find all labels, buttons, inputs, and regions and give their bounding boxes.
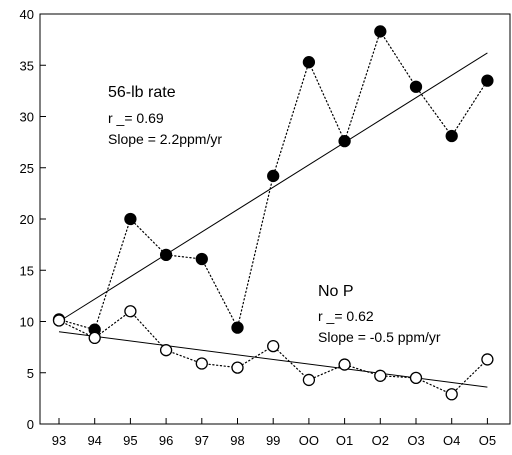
point-nop xyxy=(52,314,66,327)
point-56lb xyxy=(338,134,351,148)
x-tick-label: OO xyxy=(299,433,319,448)
point-nop xyxy=(374,369,387,382)
y-tick-label: 0 xyxy=(27,417,34,432)
x-tick-label: 95 xyxy=(123,433,137,448)
y-tick-label: 20 xyxy=(20,212,34,227)
plot-frame xyxy=(39,13,511,425)
x-tick-label: O5 xyxy=(479,433,496,448)
y-tick-label: 5 xyxy=(27,366,34,381)
annotation-56lb: 56-lb rate r _= 0.69 Slope = 2.2ppm/yr xyxy=(108,84,222,147)
x-tick-label: O2 xyxy=(372,433,389,448)
annotation-56lb-r: r _= 0.69 xyxy=(108,110,164,126)
point-nop xyxy=(445,388,458,401)
point-nop xyxy=(409,371,423,385)
annotation-nop-slope: Slope = -0.5 ppm/yr xyxy=(318,329,441,345)
x-tick-label: 94 xyxy=(87,433,101,448)
x-tick-label: 93 xyxy=(52,433,66,448)
point-56lb xyxy=(159,248,173,262)
point-nop xyxy=(159,344,173,357)
x-tick-label: 99 xyxy=(266,433,280,448)
x-tick-label: 96 xyxy=(159,433,173,448)
annotation-56lb-title: 56-lb rate xyxy=(108,84,176,101)
point-nop xyxy=(195,357,208,370)
point-nop xyxy=(124,305,137,318)
annotation-nop-title: No P xyxy=(318,283,354,300)
data-points xyxy=(52,25,494,401)
y-tick-label: 10 xyxy=(20,315,34,330)
series-line-1 xyxy=(58,310,488,396)
y-tick-label: 30 xyxy=(20,110,34,125)
point-nop xyxy=(267,339,280,353)
point-56lb xyxy=(481,74,494,87)
x-tick-label: O4 xyxy=(443,433,460,448)
trend-line-0 xyxy=(58,52,488,322)
annotation-56lb-slope: Slope = 2.2ppm/yr xyxy=(108,131,222,147)
point-56lb xyxy=(231,321,244,334)
y-tick-label: 35 xyxy=(20,58,34,73)
annotation-nop-r: r _= 0.62 xyxy=(318,308,374,324)
point-nop xyxy=(231,361,244,374)
point-56lb xyxy=(409,80,423,93)
x-tick-label: 98 xyxy=(230,433,244,448)
point-nop xyxy=(481,353,494,366)
point-nop xyxy=(88,331,101,345)
point-56lb xyxy=(445,129,458,143)
point-56lb xyxy=(124,212,137,226)
point-nop xyxy=(338,358,351,371)
point-nop xyxy=(302,373,316,387)
x-tick-label: O1 xyxy=(336,433,353,448)
axes: 0 5 10 15 20 25 30 35 40 93 94 95 96 97 98 99 OO O1 O2 O3 O4… xyxy=(20,7,511,448)
point-56lb xyxy=(195,252,208,266)
point-56lb xyxy=(302,56,316,69)
annotation-nop: No P r _= 0.62 Slope = -0.5 ppm/yr xyxy=(318,283,441,345)
point-56lb xyxy=(267,169,280,183)
x-tick-label: 97 xyxy=(195,433,209,448)
point-56lb xyxy=(374,25,387,38)
y-tick-label: 25 xyxy=(20,161,34,176)
y-tick-label: 15 xyxy=(20,263,34,278)
y-tick-label: 40 xyxy=(20,7,34,22)
x-tick-label: O3 xyxy=(407,433,424,448)
